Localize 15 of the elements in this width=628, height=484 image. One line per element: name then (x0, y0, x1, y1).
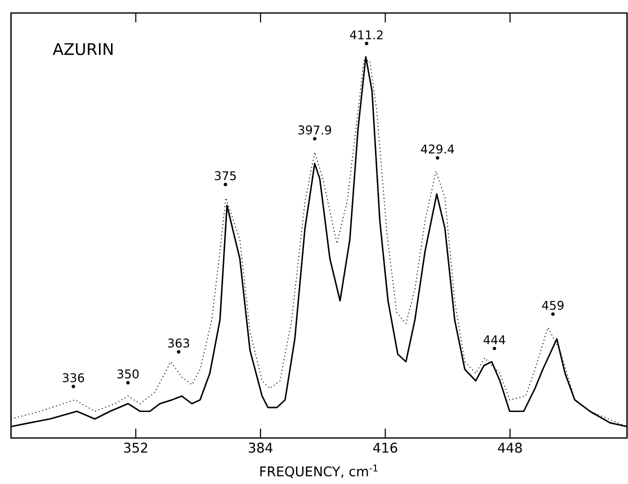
annotation: 350 (117, 369, 139, 378)
x-axis-title: FREQUENCY, cm$^{-1}$ (260, 464, 378, 478)
annotation: 459 (542, 300, 564, 310)
x-tick-label: 384 (248, 442, 272, 453)
annotation: 397.9 (298, 125, 332, 135)
annotation: 444 (484, 335, 506, 344)
text: AZURIN (52, 43, 113, 56)
x-tick-label: 416 (373, 442, 398, 453)
annotation: 363 (168, 338, 190, 348)
x-tick-label: 352 (124, 442, 148, 453)
annotation: 336 (62, 373, 84, 382)
x-tick-label: 448 (498, 442, 522, 453)
annotation: 375 (214, 171, 236, 180)
annotation: 429.4 (420, 144, 454, 154)
annotation: 411.2 (350, 30, 383, 40)
